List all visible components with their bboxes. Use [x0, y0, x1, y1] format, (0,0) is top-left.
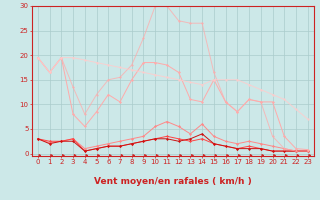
X-axis label: Vent moyen/en rafales ( km/h ): Vent moyen/en rafales ( km/h ): [94, 177, 252, 186]
